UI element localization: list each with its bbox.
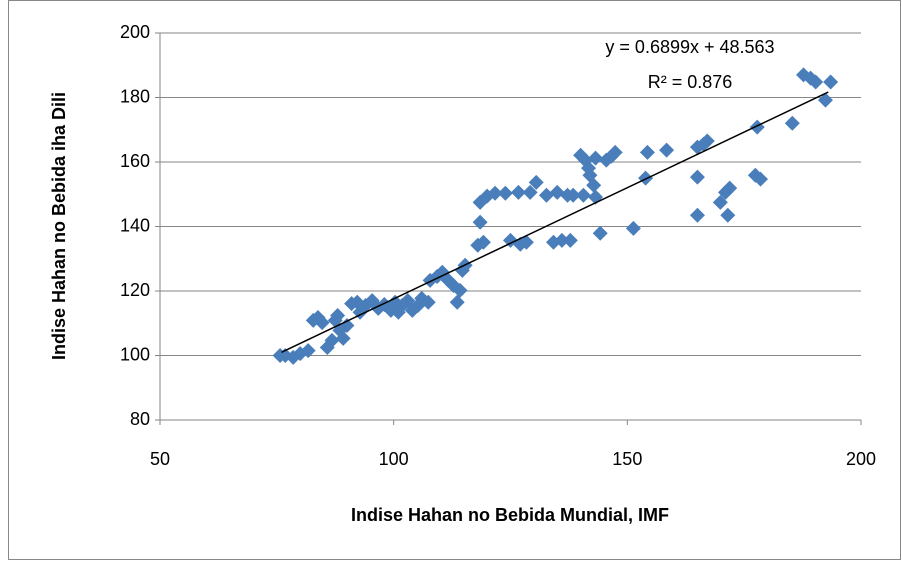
scatter-point xyxy=(753,171,769,187)
scatter-point xyxy=(420,294,436,310)
y-tick-label: 180 xyxy=(120,86,150,106)
scatter-point xyxy=(638,170,654,186)
scatter-point xyxy=(639,144,655,160)
scatter-point xyxy=(699,133,715,149)
scatter-point xyxy=(330,308,346,324)
scatter-point xyxy=(784,115,800,131)
x-tick-label: 100 xyxy=(379,449,409,469)
r-squared: R² = 0.876 xyxy=(648,72,733,92)
scatter-point xyxy=(452,282,468,298)
scatter-point xyxy=(562,232,578,248)
scatter-point xyxy=(817,92,833,108)
scatter-point xyxy=(314,315,330,331)
scatter-point xyxy=(689,169,705,185)
scatter-point xyxy=(586,177,602,193)
y-tick-label: 100 xyxy=(120,344,150,364)
x-tick-label: 150 xyxy=(612,449,642,469)
scatter-point xyxy=(528,174,544,190)
scatter-point xyxy=(720,207,736,223)
scatter-point xyxy=(538,187,554,203)
scatter-point xyxy=(497,185,513,201)
y-tick-label: 80 xyxy=(130,409,150,429)
y-tick-label: 120 xyxy=(120,280,150,300)
scatter-point xyxy=(607,144,623,160)
scatter-point xyxy=(659,142,675,158)
scatter-point xyxy=(808,74,824,90)
y-tick-label: 140 xyxy=(120,215,150,235)
scatter-point xyxy=(472,214,488,230)
scatter-point xyxy=(510,184,526,200)
x-tick-label: 200 xyxy=(846,449,876,469)
scatter-point xyxy=(324,332,340,348)
y-axis-label: Indise Hahan no Bebida iha Dili xyxy=(49,92,69,360)
scatter-point xyxy=(300,343,316,359)
scatter-point xyxy=(339,318,355,334)
scatter-point xyxy=(522,184,538,200)
scatter-point xyxy=(449,294,465,310)
scatter-point xyxy=(823,74,839,90)
scatter-point xyxy=(518,234,534,250)
scatter-point xyxy=(689,207,705,223)
scatter-point xyxy=(592,225,608,241)
scatter-point xyxy=(554,232,570,248)
scatter-point xyxy=(335,330,351,346)
scatter-point xyxy=(722,180,738,196)
scatter-point xyxy=(565,187,581,203)
scatter-point xyxy=(575,187,591,203)
trendline-equation: y = 0.6899x + 48.563 xyxy=(605,37,774,57)
y-tick-label: 200 xyxy=(120,22,150,42)
scatter-point xyxy=(712,194,728,210)
x-tick-label: 50 xyxy=(150,449,170,469)
scatter-point xyxy=(475,234,491,250)
scatter-point xyxy=(625,220,641,236)
x-axis-label: Indise Hahan no Bebida Mundial, IMF xyxy=(351,505,669,525)
scatter-point xyxy=(487,185,503,201)
scatter-point xyxy=(588,150,604,166)
y-tick-label: 160 xyxy=(120,151,150,171)
trendline xyxy=(281,91,829,353)
